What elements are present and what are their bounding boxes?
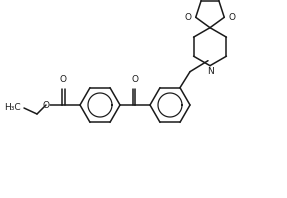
Text: O: O — [42, 101, 49, 109]
Text: O: O — [228, 13, 235, 22]
Text: O: O — [131, 75, 139, 84]
Text: O: O — [59, 75, 67, 84]
Text: H₃C: H₃C — [4, 103, 21, 111]
Text: N: N — [207, 67, 213, 76]
Text: O: O — [185, 13, 192, 22]
